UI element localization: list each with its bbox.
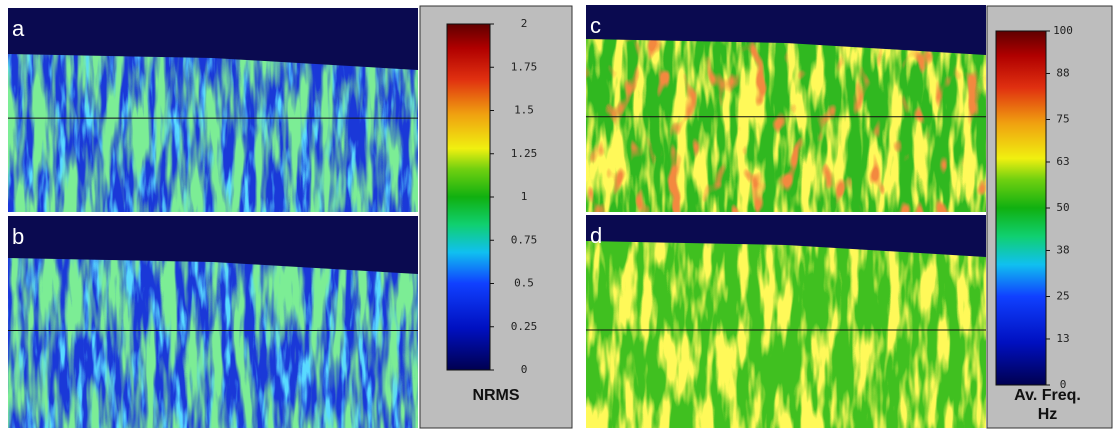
tick-label: 75 (1056, 113, 1069, 126)
panel-label: c (590, 13, 601, 38)
figure: a b c d 0 0.25 0.5 0.75 1 1.25 1.5 1.75 2 NRMS0 13 25 38… (0, 0, 1115, 430)
tick-label: 38 (1056, 243, 1069, 256)
panel-label: b (12, 224, 24, 249)
seismic-panel: a (8, 8, 418, 212)
tick-label: 13 (1056, 332, 1069, 345)
tick-label: 0.5 (514, 277, 534, 290)
tick-label: 1.75 (511, 60, 538, 73)
colorbar-title: Av. Freq. (1014, 387, 1081, 404)
seismic-panel: b (8, 216, 418, 428)
tick-label: 0 (521, 363, 528, 376)
tick-label: 100 (1053, 24, 1073, 37)
tick-label: 0.75 (511, 233, 538, 246)
tick-label: 25 (1056, 290, 1069, 303)
tick-label: 2 (521, 17, 528, 30)
tick-label: 50 (1056, 201, 1069, 214)
tick-label: 1.25 (511, 147, 538, 160)
tick-label: 0.25 (511, 320, 538, 333)
seismic-panel: d (586, 215, 986, 428)
tick-label: 88 (1056, 66, 1069, 79)
seismic-panel: c (586, 5, 986, 212)
tick-label: 1.5 (514, 104, 534, 117)
tick-label: 63 (1056, 155, 1069, 168)
colorbar-box (420, 6, 572, 428)
colorbar-scale (996, 31, 1046, 385)
colorbar-title: NRMS (472, 387, 519, 404)
colorbar-scale (447, 24, 490, 370)
tick-label: 1 (521, 190, 528, 203)
colorbar-title: Hz (1038, 406, 1058, 423)
panel-label: d (590, 223, 602, 248)
colorbar: 0 0.25 0.5 0.75 1 1.25 1.5 1.75 2 NRMS (420, 6, 572, 428)
panel-label: a (12, 16, 25, 41)
